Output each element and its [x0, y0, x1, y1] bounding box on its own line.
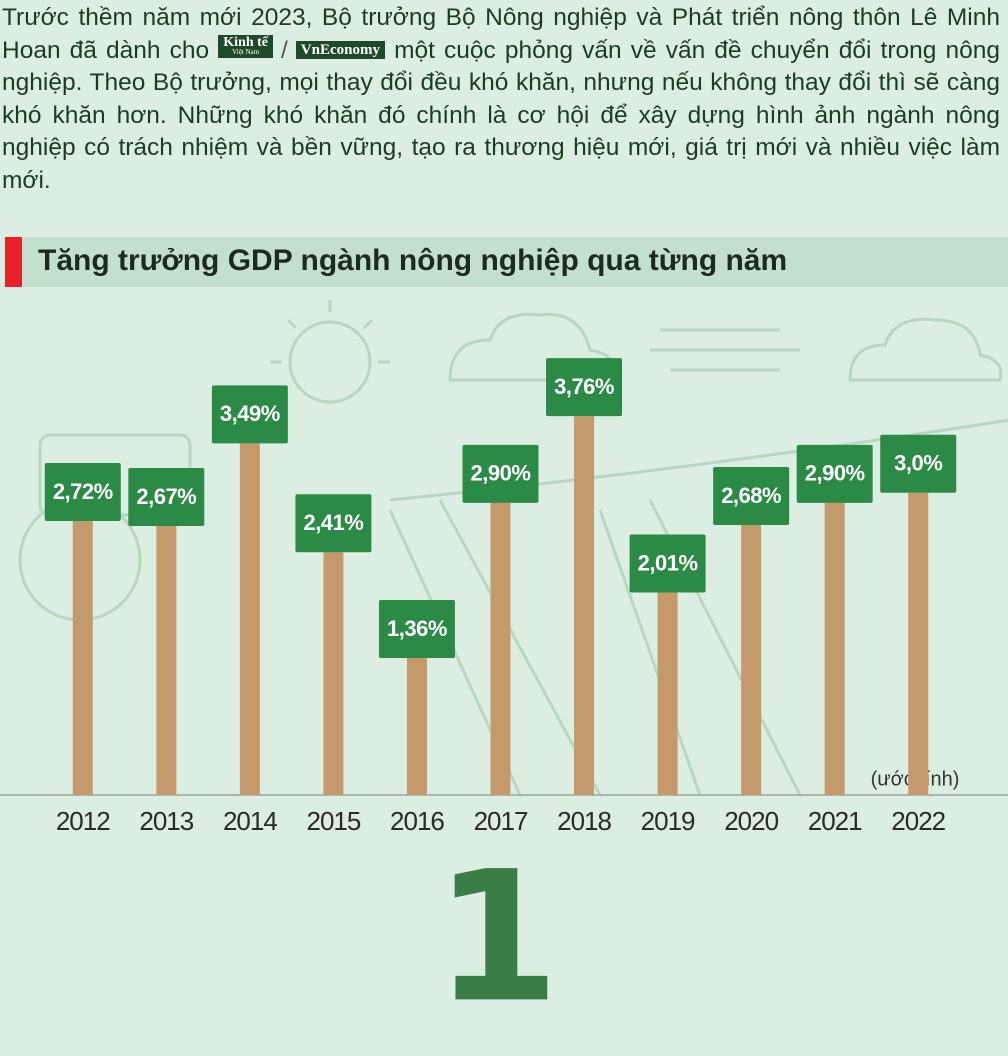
- value-label: 2,01%: [638, 550, 698, 575]
- page-number: 1: [434, 833, 559, 1042]
- value-label: 2,67%: [136, 484, 196, 509]
- bar: [657, 592, 678, 795]
- value-label-box: [713, 466, 790, 525]
- logo-text: Kinh tế: [223, 34, 268, 50]
- bar: [156, 525, 177, 795]
- title-marker: [5, 237, 22, 287]
- logo: Kinh tế Việt Nam: [218, 34, 273, 58]
- x-tick-label: 2020: [724, 806, 778, 836]
- value-label-box: [295, 494, 372, 553]
- intro-text: Trước thềm năm mới 2023, Bộ trưởng Bộ Nô…: [2, 4, 1000, 64]
- value-label: 2,68%: [721, 483, 781, 508]
- x-tick-label: 2012: [56, 806, 110, 836]
- value-label: 2,90%: [805, 461, 865, 486]
- bar: [323, 552, 344, 795]
- bar: [406, 657, 427, 795]
- value-label: 2,90%: [471, 461, 531, 486]
- logo-subtext: Việt Nam: [232, 47, 260, 56]
- separator: /: [280, 36, 288, 64]
- value-label: 3,0%: [894, 451, 942, 476]
- x-tick-label: 2018: [557, 806, 611, 836]
- bar: [824, 502, 845, 795]
- intro-paragraph: Trước thềm năm mới 2023, Bộ trưởng Bộ Nô…: [2, 2, 1000, 198]
- x-tick-label: 2013: [139, 806, 193, 836]
- value-label-box: [44, 462, 121, 521]
- value-label: 2,41%: [303, 510, 363, 535]
- value-label: 1,36%: [387, 616, 447, 641]
- value-label-box: [629, 534, 706, 593]
- bar: [72, 520, 93, 795]
- x-tick-label: 2019: [641, 806, 695, 836]
- bar: [490, 502, 511, 795]
- value-label-box: [546, 358, 623, 417]
- value-label-box: [128, 467, 205, 526]
- value-label-box: [378, 599, 455, 658]
- bar: [239, 443, 260, 795]
- intro-text: một cuộc phỏng vấn về vấn đề chuyển đổi …: [2, 36, 1001, 194]
- value-label-box: [880, 434, 957, 493]
- bar: [908, 492, 929, 795]
- value-label: 2,72%: [53, 479, 113, 504]
- value-label: 3,49%: [220, 401, 280, 426]
- value-label: 3,76%: [554, 374, 614, 399]
- value-label-box: [796, 444, 873, 503]
- logo: VnEconomy: [295, 40, 385, 59]
- bar: [741, 524, 762, 795]
- chart-title: Tăng trưởng GDP ngành nông nghiệp qua từ…: [38, 244, 787, 277]
- x-tick-label: 2017: [474, 806, 528, 836]
- value-label-box: [462, 444, 539, 503]
- x-tick-label: 2022: [891, 806, 945, 836]
- bar: [574, 416, 595, 795]
- title-band: [22, 237, 1008, 287]
- value-label-box: [211, 385, 288, 444]
- x-tick-label: 2021: [808, 806, 862, 836]
- x-tick-label: 2015: [306, 806, 360, 836]
- x-tick-label: 2014: [223, 806, 277, 836]
- x-tick-label: 2016: [390, 806, 444, 836]
